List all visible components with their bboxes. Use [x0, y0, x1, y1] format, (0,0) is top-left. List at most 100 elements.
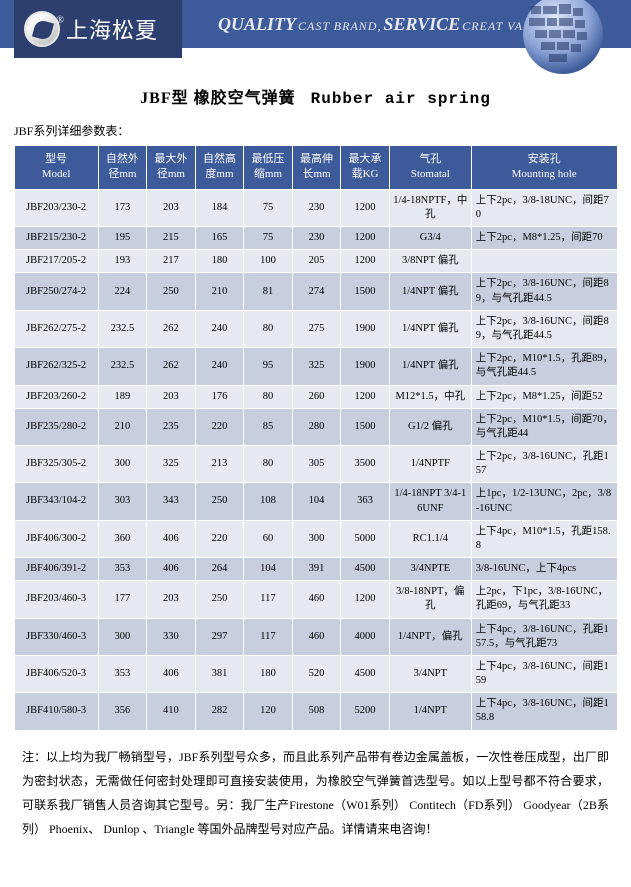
table-cell: 上下2pc，3/8-16UNC，间距89，与气孔距44.5 — [471, 273, 617, 310]
table-cell: 363 — [341, 483, 390, 520]
table-cell: 81 — [244, 273, 293, 310]
table-cell: 460 — [292, 618, 341, 655]
table-cell: 1/4NPT 偏孔 — [389, 348, 471, 385]
table-cell: JBF410/580-3 — [14, 693, 98, 730]
table-cell: 274 — [292, 273, 341, 310]
table-cell: 180 — [244, 655, 293, 692]
table-cell: 300 — [98, 446, 147, 483]
table-row: JBF343/104-23033432501081043631/4-18NPT … — [14, 483, 617, 520]
table-cell: 406 — [147, 520, 196, 557]
table-cell: 1900 — [341, 310, 390, 347]
table-cell: JBF235/280-2 — [14, 408, 98, 445]
table-cell: 1/4NPT 偏孔 — [389, 310, 471, 347]
col-header: 最大承载KG — [341, 146, 390, 190]
table-cell: 108 — [244, 483, 293, 520]
table-cell: 上下2pc，3/8-18UNC，间距70 — [471, 189, 617, 226]
tagline-quality-sub: CAST BRAND, — [298, 19, 381, 34]
table-cell: 1200 — [341, 250, 390, 273]
table-cell: 95 — [244, 348, 293, 385]
table-cell: 104 — [244, 558, 293, 581]
table-cell: 3/8-16UNC，上下4pcs — [471, 558, 617, 581]
table-cell: 282 — [195, 693, 244, 730]
table-row: JBF203/230-21732031847523012001/4-18NPTF… — [14, 189, 617, 226]
table-cell: JBF215/230-2 — [14, 227, 98, 250]
table-cell: 1200 — [341, 385, 390, 408]
table-cell: G3/4 — [389, 227, 471, 250]
table-cell: JBF203/230-2 — [14, 189, 98, 226]
table-cell: 上下4pc，3/8-16UNC，孔距157.5，与气孔距73 — [471, 618, 617, 655]
table-cell: 230 — [292, 227, 341, 250]
globe-art — [501, 0, 621, 76]
title-cn: JBF型 橡胶空气弹簧 — [140, 90, 295, 107]
table-cell: 240 — [195, 310, 244, 347]
table-cell: 80 — [244, 446, 293, 483]
table-cell: 上下2pc，M10*1.5，孔距89，与气孔距44.5 — [471, 348, 617, 385]
table-cell: JBF325/305-2 — [14, 446, 98, 483]
table-cell: 203 — [147, 581, 196, 618]
table-cell: 193 — [98, 250, 147, 273]
tagline: QUALITY CAST BRAND, SERVICE CREAT VALUE — [218, 14, 549, 35]
table-cell: JBF406/300-2 — [14, 520, 98, 557]
logo-block: ® 上海松夏 — [14, 0, 182, 58]
tagline-quality: QUALITY — [218, 14, 296, 35]
header-band: ® 上海松夏 QUALITY CAST BRAND, SERVICE CREAT… — [0, 0, 631, 48]
table-cell: 232.5 — [98, 310, 147, 347]
table-cell: 520 — [292, 655, 341, 692]
table-cell: 3/4NPTE — [389, 558, 471, 581]
table-cell: 上下2pc，M8*1.25，间距52 — [471, 385, 617, 408]
table-cell: 360 — [98, 520, 147, 557]
table-cell: 3/4NPT — [389, 655, 471, 692]
table-cell: JBF203/260-2 — [14, 385, 98, 408]
table-cell: 5000 — [341, 520, 390, 557]
table-row: JBF250/274-22242502108127415001/4NPT 偏孔上… — [14, 273, 617, 310]
col-header: 最大外径mm — [147, 146, 196, 190]
table-row: JBF203/460-317720325011746012003/8-18NPT… — [14, 581, 617, 618]
table-cell: 260 — [292, 385, 341, 408]
table-row: JBF406/300-2360406220603005000RC1.1/4上下4… — [14, 520, 617, 557]
table-cell: 1/4-18NPTF，中孔 — [389, 189, 471, 226]
table-cell: 297 — [195, 618, 244, 655]
table-cell: 210 — [98, 408, 147, 445]
table-cell: JBF203/460-3 — [14, 581, 98, 618]
table-cell: 353 — [98, 558, 147, 581]
table-cell: 240 — [195, 348, 244, 385]
table-cell: 1/4NPT，偏孔 — [389, 618, 471, 655]
table-cell: 300 — [292, 520, 341, 557]
table-cell: JBF343/104-2 — [14, 483, 98, 520]
table-cell: 上下2pc，M10*1.5，间距70，与气孔距44 — [471, 408, 617, 445]
table-cell: 508 — [292, 693, 341, 730]
table-cell: 203 — [147, 189, 196, 226]
table-row: JBF325/305-23003252138030535001/4NPTF上下2… — [14, 446, 617, 483]
table-cell: 上下2pc，M8*1.25，间距70 — [471, 227, 617, 250]
table-cell: 343 — [147, 483, 196, 520]
table-cell: 184 — [195, 189, 244, 226]
table-cell: 100 — [244, 250, 293, 273]
table-cell: 4500 — [341, 655, 390, 692]
table-cell: 165 — [195, 227, 244, 250]
table-cell: 232.5 — [98, 348, 147, 385]
table-row: JBF410/580-335641028212050852001/4NPT上下4… — [14, 693, 617, 730]
table-cell: 406 — [147, 655, 196, 692]
table-cell: M12*1.5，中孔 — [389, 385, 471, 408]
table-row: JBF406/520-335340638118052045003/4NPT上下4… — [14, 655, 617, 692]
table-cell: JBF406/520-3 — [14, 655, 98, 692]
table-cell: 410 — [147, 693, 196, 730]
table-cell: 177 — [98, 581, 147, 618]
table-cell: 235 — [147, 408, 196, 445]
table-cell: 230 — [292, 189, 341, 226]
table-cell: JBF262/275-2 — [14, 310, 98, 347]
table-cell: 上下4pc，3/8-16UNC，间距159 — [471, 655, 617, 692]
table-cell: 280 — [292, 408, 341, 445]
table-cell: 上下2pc，3/8-16UNC，间距89，与气孔距44.5 — [471, 310, 617, 347]
table-cell: 250 — [195, 581, 244, 618]
table-cell: 391 — [292, 558, 341, 581]
col-header: 气孔Stomatal — [389, 146, 471, 190]
table-cell: 180 — [195, 250, 244, 273]
table-cell: RC1.1/4 — [389, 520, 471, 557]
table-cell: JBF217/205-2 — [14, 250, 98, 273]
table-row: JBF217/205-219321718010020512003/8NPT 偏孔 — [14, 250, 617, 273]
table-cell: 325 — [292, 348, 341, 385]
table-cell: 1200 — [341, 581, 390, 618]
table-cell: 213 — [195, 446, 244, 483]
table-cell: 176 — [195, 385, 244, 408]
